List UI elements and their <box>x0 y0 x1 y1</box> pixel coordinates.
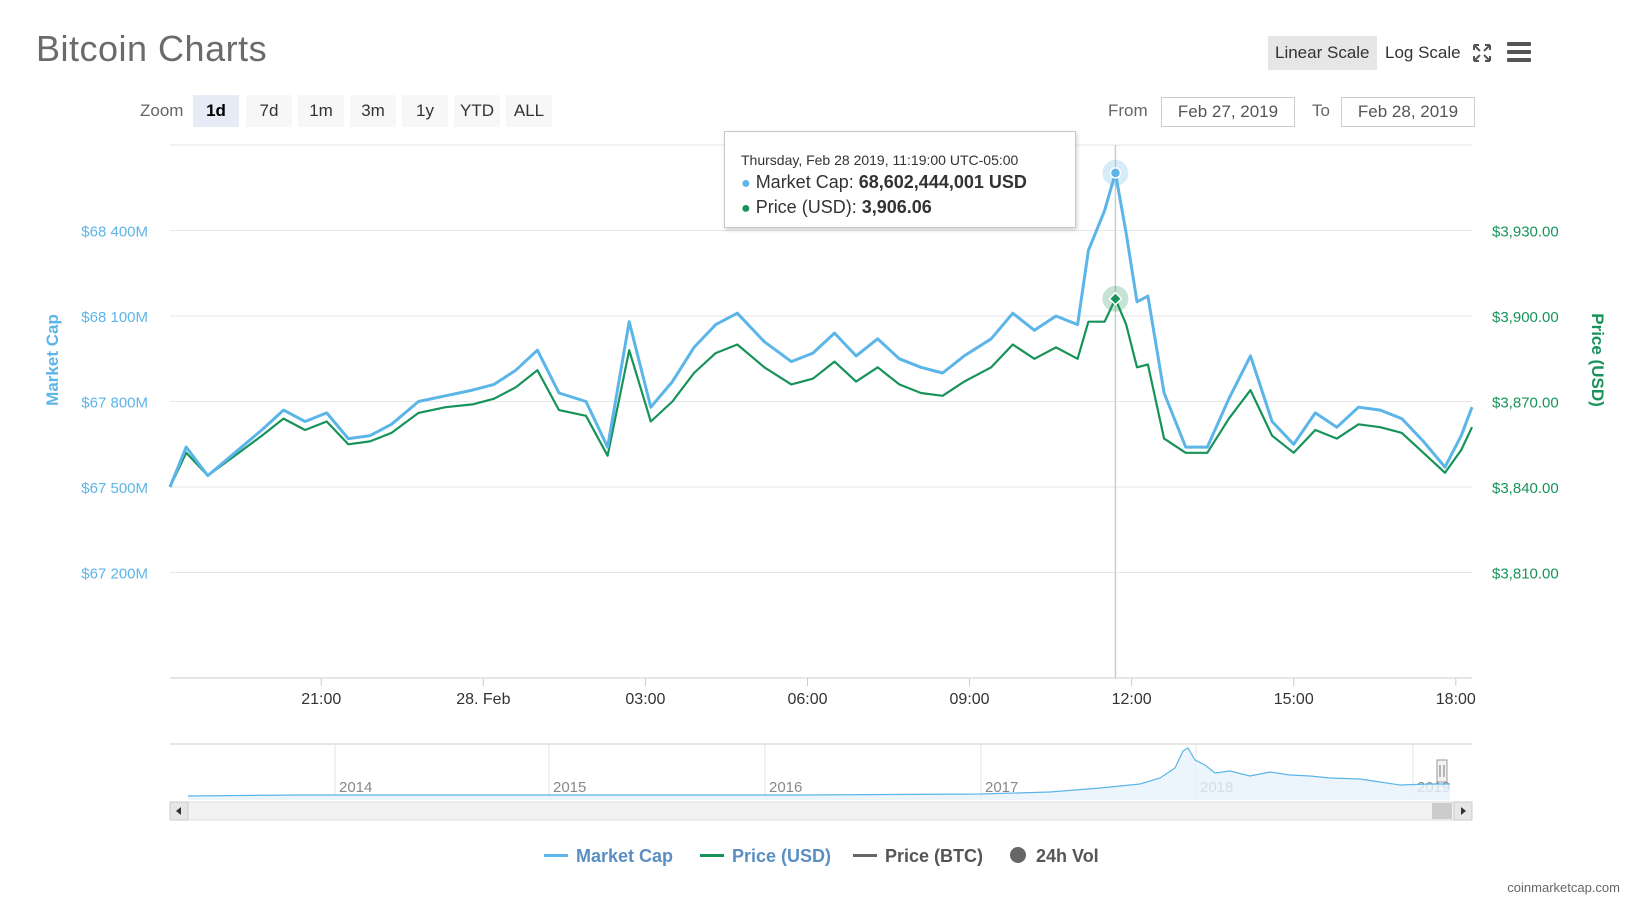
zoom-7d-button[interactable]: 7d <box>246 95 292 127</box>
price-hover-point <box>1108 291 1123 306</box>
left-axis-tick-label: $67 500M <box>81 480 148 497</box>
right-axis-tick-label: $3,840.00 <box>1492 480 1559 497</box>
navigator-area <box>188 748 1450 800</box>
tooltip-timestamp: Thursday, Feb 28 2019, 11:19:00 UTC-05:0… <box>741 152 1019 168</box>
navigator-handle[interactable] <box>1436 759 1448 783</box>
tooltip-market-cap-label: Market Cap: <box>755 172 854 192</box>
from-label: From <box>1108 101 1148 120</box>
tooltip-market-cap-row: ● Market Cap: 68,602,444,001 USD <box>741 172 1075 193</box>
left-axis-tick-label: $67 800M <box>81 395 148 412</box>
fullscreen-icon[interactable] <box>1471 42 1493 64</box>
legend-volume-label: 24h Vol <box>1036 846 1099 866</box>
zoom-label: Zoom <box>140 101 184 120</box>
x-axis-tick-label: 06:00 <box>787 691 827 708</box>
legend-price-btc-label: Price (BTC) <box>885 846 984 866</box>
navigator-year-label: 2014 <box>339 779 372 796</box>
legend-volume[interactable]: 24h Vol <box>1010 846 1099 867</box>
scroll-left-arrow-icon <box>176 807 181 815</box>
hover-markers <box>1102 159 1129 312</box>
tooltip-price-row: ● Price (USD): 3,906.06 <box>741 197 1075 218</box>
price-usd-series-line <box>169 297 1473 488</box>
scrollbar-thumb[interactable] <box>1432 803 1452 819</box>
legend-market-cap-label: Market Cap <box>576 846 674 866</box>
market-cap-dot-icon: ● <box>741 175 751 192</box>
zoom-3m-button[interactable]: 3m <box>350 95 396 127</box>
right-axis: $3,810.00 $3,840.00 $3,870.00 $3,900.00 $3,9… <box>1492 224 1559 583</box>
navigator-year-label: 2016 <box>769 779 802 796</box>
left-axis-tick-label: $67 200M <box>81 566 148 583</box>
tooltip-price-label: Price (USD): <box>755 197 857 217</box>
right-axis-tick-label: $3,810.00 <box>1492 566 1559 583</box>
market-cap-line-icon <box>544 853 568 857</box>
zoom-ytd-button[interactable]: YTD <box>454 95 500 127</box>
x-axis-tick-label: 28. Feb <box>456 691 510 708</box>
market-cap-series-line <box>168 171 1474 488</box>
legend-price-usd[interactable]: Price (USD) <box>700 846 831 867</box>
x-axis-tick-label: 18:00 <box>1436 691 1476 708</box>
left-axis: $67 200M $67 500M $67 800M $68 100M $68 400M <box>81 224 148 583</box>
page-title: Bitcoin Charts <box>36 28 268 69</box>
legend-price-btc[interactable]: Price (BTC) <box>853 846 983 867</box>
navigator-year-label: 2015 <box>553 779 586 796</box>
x-axis-tick-label: 21:00 <box>301 691 341 708</box>
legend-market-cap[interactable]: Market Cap <box>544 846 673 867</box>
from-date-input[interactable]: Feb 27, 2019 <box>1161 97 1295 127</box>
left-axis-title: Market Cap <box>43 314 62 406</box>
market-cap-hover-point <box>1109 167 1122 179</box>
tooltip: Thursday, Feb 28 2019, 11:19:00 UTC-05:0… <box>724 131 1076 228</box>
volume-dot-icon <box>1010 847 1026 864</box>
right-axis-tick-label: $3,870.00 <box>1492 395 1559 412</box>
right-axis-title: Price (USD) <box>1588 313 1607 407</box>
zoom-1m-button[interactable]: 1m <box>298 95 344 127</box>
price-dot-icon: ● <box>741 200 751 217</box>
navigator-series-line <box>187 747 1450 797</box>
left-axis-tick-label: $68 400M <box>81 224 148 241</box>
to-date-input[interactable]: Feb 28, 2019 <box>1341 97 1475 127</box>
x-axis-tick-label: 09:00 <box>950 691 990 708</box>
x-axis-tick-label: 03:00 <box>625 691 665 708</box>
price-line-icon <box>700 853 724 857</box>
price-btc-line-icon <box>853 853 877 857</box>
to-label: To <box>1312 101 1330 120</box>
zoom-1d-button[interactable]: 1d <box>193 95 239 127</box>
left-axis-tick-label: $68 100M <box>81 309 148 326</box>
menu-icon[interactable] <box>1506 40 1532 64</box>
navigator: 201420152016201720182019 <box>169 743 1473 821</box>
x-axis: 21:00 28. Feb 03:00 06:00 09:00 12:00 15:00 18:… <box>301 678 1476 708</box>
legend: Market Cap Price (USD) Price (BTC) 24h V… <box>0 846 1638 872</box>
zoom-1y-button[interactable]: 1y <box>402 95 448 127</box>
scrollbar-track[interactable] <box>169 801 1473 821</box>
linear-scale-button[interactable]: Linear Scale <box>1268 36 1377 70</box>
credit-link[interactable]: coinmarketcap.com <box>1507 880 1620 895</box>
price-chart[interactable]: 21:00 28. Feb 03:00 06:00 09:00 12:00 15:00 18:… <box>0 0 1638 840</box>
navigator-year-label: 2017 <box>985 779 1018 796</box>
x-axis-tick-label: 15:00 <box>1274 691 1314 708</box>
tooltip-market-cap-value: 68,602,444,001 USD <box>858 172 1027 192</box>
x-axis-tick-label: 12:00 <box>1112 691 1152 708</box>
tooltip-price-value: 3,906.06 <box>861 197 932 217</box>
log-scale-button[interactable]: Log Scale <box>1385 43 1461 62</box>
legend-price-usd-label: Price (USD) <box>732 846 832 866</box>
scroll-right-arrow-icon <box>1461 807 1466 815</box>
zoom-all-button[interactable]: ALL <box>506 95 552 127</box>
right-axis-tick-label: $3,930.00 <box>1492 224 1559 241</box>
right-axis-tick-label: $3,900.00 <box>1492 309 1559 326</box>
